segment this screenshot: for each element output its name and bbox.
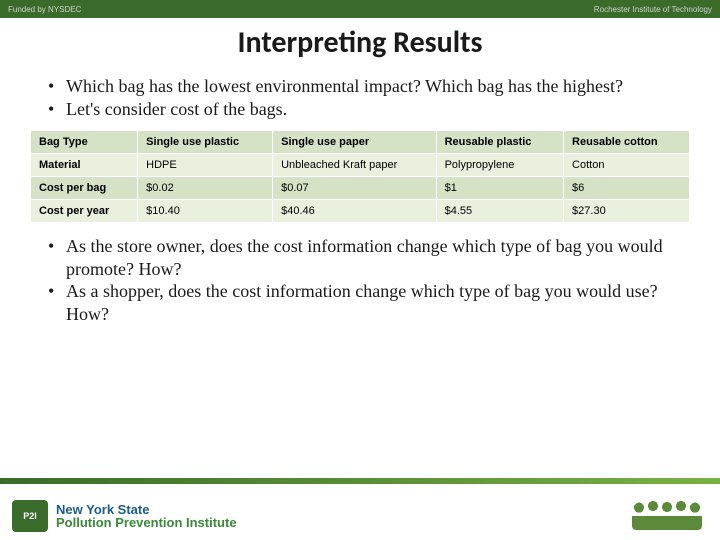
col-header: Bag Type — [31, 131, 138, 154]
top-bar: Funded by NYSDEC Rochester Institute of … — [0, 0, 720, 18]
table-cell: $0.02 — [138, 177, 273, 200]
row-header: Cost per year — [31, 200, 138, 223]
footer-line2: Pollution Prevention Institute — [56, 516, 237, 529]
p2i-logo-icon — [12, 500, 48, 532]
footer: New York State Pollution Prevention Inst… — [12, 500, 237, 532]
table-row: Cost per year $10.40 $40.46 $4.55 $27.30 — [31, 200, 690, 223]
topbar-right: Rochester Institute of Technology — [594, 5, 712, 14]
table-cell: $4.55 — [436, 200, 563, 223]
table-cell: Unbleached Kraft paper — [273, 154, 436, 177]
bullet-item: Which bag has the lowest environmental i… — [48, 75, 690, 98]
people-graphic-icon — [632, 498, 702, 530]
table-cell: $1 — [436, 177, 563, 200]
table-cell: $10.40 — [138, 200, 273, 223]
col-header: Single use paper — [273, 131, 436, 154]
table-cell: $27.30 — [564, 200, 690, 223]
table-cell: $0.07 — [273, 177, 436, 200]
bullets-top: Which bag has the lowest environmental i… — [30, 75, 690, 120]
col-header: Reusable cotton — [564, 131, 690, 154]
table-row: Material HDPE Unbleached Kraft paper Pol… — [31, 154, 690, 177]
cost-table: Bag Type Single use plastic Single use p… — [30, 130, 690, 223]
table-cell: Polypropylene — [436, 154, 563, 177]
bullet-item: Let's consider cost of the bags. — [48, 98, 690, 121]
table-cell: HDPE — [138, 154, 273, 177]
bullet-item: As a shopper, does the cost information … — [48, 280, 690, 325]
table-cell: $40.46 — [273, 200, 436, 223]
table-header-row: Bag Type Single use plastic Single use p… — [31, 131, 690, 154]
topbar-left: Funded by NYSDEC — [8, 5, 81, 14]
table-row: Cost per bag $0.02 $0.07 $1 $6 — [31, 177, 690, 200]
bullets-bottom: As the store owner, does the cost inform… — [30, 235, 690, 325]
bullet-item: As the store owner, does the cost inform… — [48, 235, 690, 280]
row-header: Material — [31, 154, 138, 177]
row-header: Cost per bag — [31, 177, 138, 200]
table-cell: $6 — [564, 177, 690, 200]
footer-text-block: New York State Pollution Prevention Inst… — [56, 503, 237, 529]
col-header: Single use plastic — [138, 131, 273, 154]
table-cell: Cotton — [564, 154, 690, 177]
footer-divider-bar — [0, 478, 720, 484]
page-title: Interpreting Results — [0, 24, 720, 61]
content-area: Which bag has the lowest environmental i… — [0, 61, 720, 325]
col-header: Reusable plastic — [436, 131, 563, 154]
